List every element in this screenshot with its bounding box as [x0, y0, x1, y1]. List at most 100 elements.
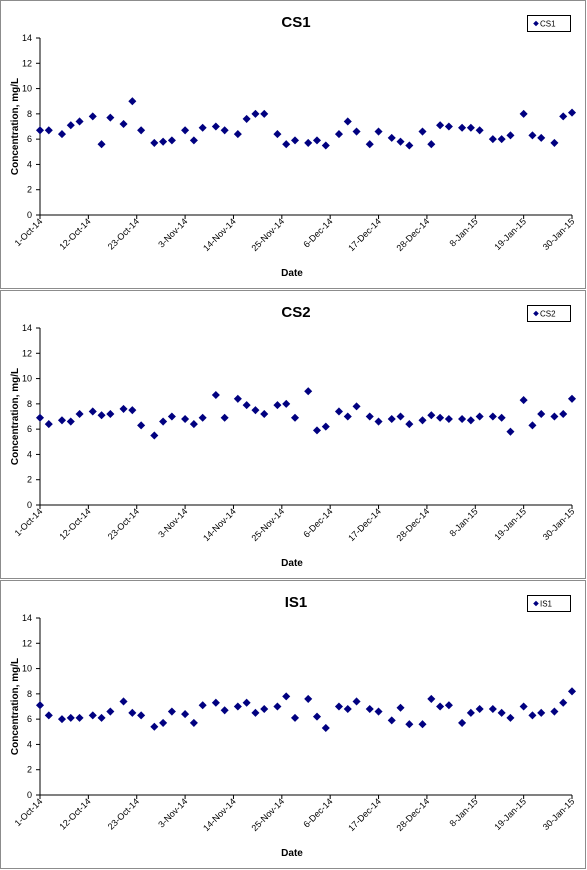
data-point: [312, 712, 322, 721]
y-tick-label: 10: [22, 664, 32, 674]
data-point: [497, 708, 506, 717]
y-axis-label: Concentration, mg/L: [10, 658, 21, 755]
data-point: [488, 135, 497, 144]
legend: CS2: [527, 305, 571, 322]
data-point: [233, 394, 242, 403]
y-tick-label: 12: [22, 58, 32, 68]
data-point: [35, 126, 45, 135]
data-point: [106, 113, 115, 122]
y-tick-label: 6: [27, 424, 32, 434]
data-point: [528, 711, 537, 720]
y-tick-label: 12: [22, 638, 32, 648]
data-point: [405, 720, 414, 729]
y-tick-label: 4: [27, 449, 32, 459]
data-point: [304, 138, 313, 147]
data-point: [304, 387, 313, 396]
data-point: [44, 126, 53, 135]
data-point: [97, 713, 106, 722]
data-point: [334, 702, 343, 711]
data-point: [159, 718, 168, 727]
data-point: [343, 705, 352, 714]
data-point: [220, 413, 229, 422]
data-point: [181, 710, 190, 719]
y-tick-label: 8: [27, 109, 32, 119]
data-point: [387, 133, 396, 142]
data-point: [57, 715, 67, 724]
data-point: [290, 136, 300, 145]
data-point: [418, 416, 427, 425]
data-point: [137, 421, 146, 430]
legend-label: IS1: [540, 600, 553, 609]
data-point: [488, 412, 497, 421]
y-tick-label: 14: [22, 323, 32, 333]
data-point: [506, 713, 515, 722]
y-tick-label: 4: [27, 739, 32, 749]
data-point: [396, 137, 405, 146]
data-point: [211, 698, 220, 707]
data-point: [365, 705, 374, 714]
data-point: [427, 140, 436, 149]
data-point: [418, 127, 427, 136]
data-point: [374, 417, 383, 426]
chart-border: [0, 290, 586, 579]
data-point: [44, 711, 53, 720]
data-point: [519, 396, 528, 405]
data-point: [519, 109, 528, 118]
data-point: [119, 119, 128, 128]
data-point: [181, 415, 190, 424]
y-tick-label: 14: [22, 33, 32, 43]
data-point: [106, 707, 115, 716]
data-point: [418, 720, 427, 729]
data-point: [35, 413, 45, 422]
legend-box: [527, 15, 571, 32]
data-point: [119, 404, 128, 413]
y-tick-label: 0: [27, 210, 32, 220]
y-axis-label: Concentration, mg/L: [10, 78, 21, 175]
data-point: [365, 140, 374, 149]
data-point: [198, 413, 207, 422]
y-axis-label: Concentration, mg/L: [10, 368, 21, 465]
data-point: [66, 417, 75, 426]
data-point: [119, 697, 128, 706]
data-point: [189, 136, 198, 145]
data-point: [282, 140, 291, 149]
data-point: [220, 126, 229, 135]
data-point: [304, 694, 313, 703]
data-point: [97, 411, 106, 420]
data-point: [137, 126, 146, 135]
data-point: [444, 701, 453, 710]
data-point: [312, 136, 322, 145]
data-point: [352, 697, 361, 706]
data-point: [427, 411, 436, 420]
data-point: [233, 130, 242, 139]
data-point: [466, 123, 475, 132]
data-point: [106, 409, 115, 418]
legend-marker: [533, 600, 539, 607]
data-point: [466, 708, 475, 717]
data-point: [198, 123, 207, 132]
data-point: [181, 126, 190, 135]
data-point: [334, 130, 343, 139]
data-point: [475, 705, 484, 714]
y-tick-label: 6: [27, 134, 32, 144]
data-point: [290, 413, 300, 422]
data-point: [497, 413, 506, 422]
data-point: [128, 97, 137, 106]
data-point: [251, 708, 260, 717]
data-point: [57, 416, 67, 425]
chart-title: CS2: [281, 304, 310, 321]
data-point: [260, 705, 269, 714]
data-point: [466, 416, 475, 425]
data-point: [458, 415, 467, 424]
y-tick-label: 8: [27, 399, 32, 409]
data-point: [242, 114, 251, 123]
data-point: [321, 141, 330, 150]
data-point: [550, 138, 559, 147]
data-point: [436, 413, 445, 422]
data-point: [567, 394, 577, 403]
y-tick-label: 2: [27, 765, 32, 775]
chart-title: CS1: [281, 14, 310, 31]
data-point: [189, 420, 198, 429]
